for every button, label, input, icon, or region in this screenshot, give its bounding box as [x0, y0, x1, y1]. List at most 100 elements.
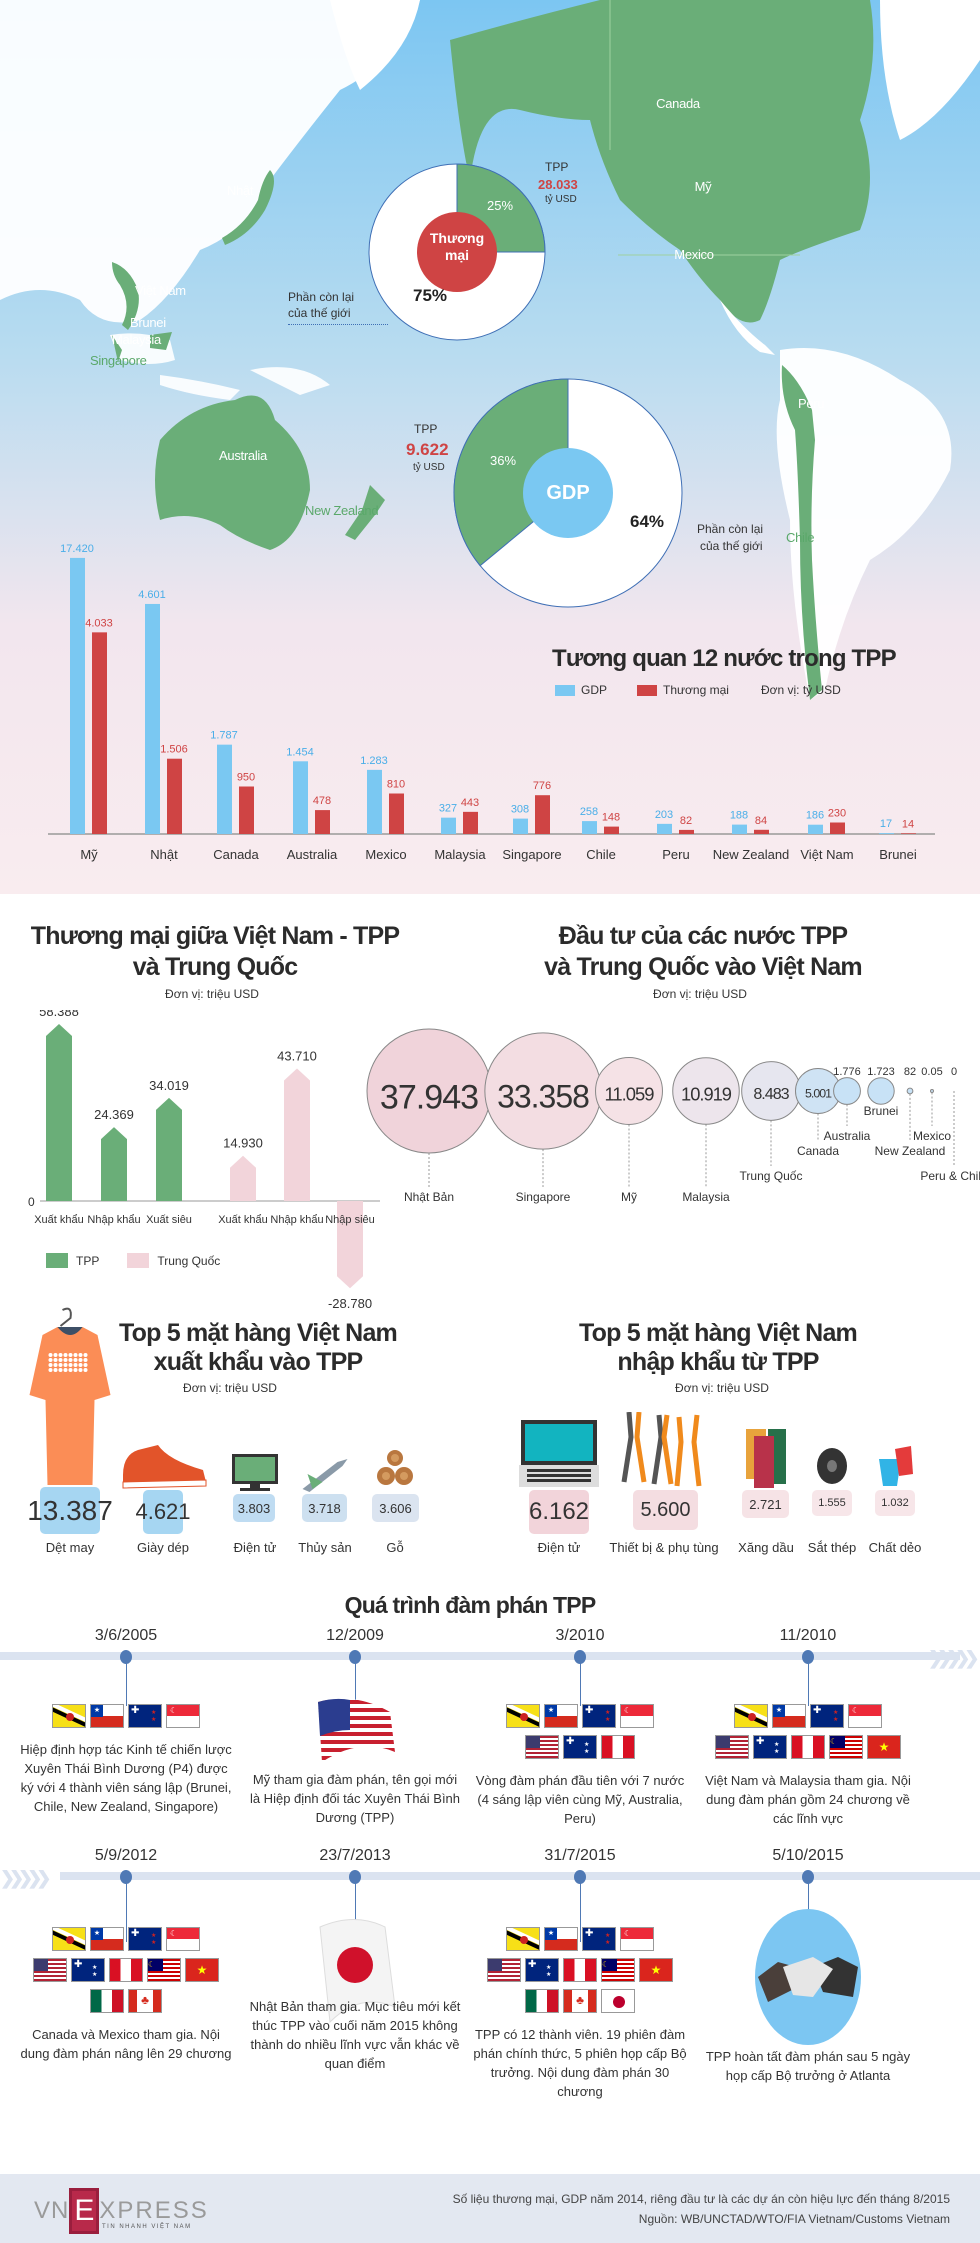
indonesia-islands	[160, 367, 330, 400]
bubble	[867, 1077, 895, 1105]
flag-row: ✚ ★ ★ ☾ ★	[487, 1958, 673, 1982]
flag-bn-icon	[506, 1704, 540, 1728]
trade-bar-chart: 0 58.388 Xuất khẩu 24.369 Nhập khẩu 34.019 Xuấ…	[28, 1010, 380, 1311]
bar-value-label: 230	[828, 808, 846, 820]
footer: VN E XPRESS TIN NHANH VIỆT NAM Số liệu t…	[0, 2174, 980, 2243]
flag-bn-icon	[52, 1704, 86, 1728]
bar-value-label: 14	[902, 818, 914, 830]
country-label: Mỹ	[80, 847, 98, 862]
flag-jp-icon	[601, 1989, 635, 2013]
trade-donut	[368, 163, 546, 341]
country-label: Canada	[213, 847, 259, 862]
flag-row: ✚ ★ ★ ☾ ★	[33, 1958, 219, 1982]
trade-donut-center-label: Thương mại	[429, 230, 485, 263]
map-label-malaysia: Malaysia	[112, 332, 161, 347]
trade-rest-label-1: Phần còn lại	[288, 290, 355, 304]
exports-value: 13.387	[27, 1487, 113, 1534]
map-label-canada: Canada	[656, 96, 700, 111]
timeline-date: 5/9/2012	[94, 1847, 158, 1864]
bubble-value: 37.943	[380, 1078, 478, 1116]
exports-label: Giày dép	[136, 1540, 190, 1555]
flag-row: ★ ✚ ★ ★ ☾	[506, 1927, 654, 1951]
trade-tpp-pct: 25%	[487, 198, 514, 213]
bubble-value: 11.059	[605, 1083, 655, 1104]
steel-coil-icon	[815, 1444, 849, 1493]
legend-trade-label: Thương mại	[663, 683, 729, 697]
gdp-donut-tpp-slice	[453, 378, 569, 567]
legend-china-label: Trung Quốc	[157, 1253, 221, 1268]
bar-value-label: 1.283	[360, 755, 388, 767]
world-map	[0, 0, 980, 700]
trade-tpp-unit: tỷ USD	[545, 194, 577, 205]
bubble-label: Mexico	[913, 1129, 951, 1143]
bar-value-label: 84	[755, 815, 767, 827]
imports-value: 2.721	[742, 1490, 789, 1518]
central-america	[720, 300, 775, 355]
bar-trade	[535, 795, 550, 834]
exports-value: 3.606	[372, 1494, 419, 1522]
flag-cl-icon: ★	[544, 1927, 578, 1951]
bar-value-label: 186	[806, 810, 824, 822]
timeline-dot	[120, 1650, 132, 1664]
timeline-text: Nhật Bản tham gia. Mục tiêu mới kết thúc…	[249, 1999, 461, 2071]
imports-value: 1.032	[875, 1490, 915, 1516]
map-label-peru: Peru	[798, 396, 825, 411]
trade-bar-label: Nhập siêu	[325, 1214, 375, 1226]
timeline-connector	[580, 1882, 581, 1942]
timeline-connector	[126, 1882, 127, 1942]
trade-bar-value: 34.019	[149, 1078, 189, 1093]
trade-donut-center	[417, 212, 497, 292]
gdp-donut-center	[523, 448, 613, 538]
timeline-dot	[802, 1650, 814, 1664]
country-label: Singapore	[502, 847, 561, 862]
timeline-text: TPP có 12 thành viên. 19 phiên đàm phán …	[473, 2027, 687, 2099]
bar-value-label: 17.420	[60, 543, 94, 555]
bar-gdp	[217, 744, 232, 834]
flag-row: ✚ ★ ★	[525, 1735, 635, 1759]
legend-gdp-label: GDP	[581, 683, 608, 697]
flag-ca-icon: ♣	[128, 1989, 162, 2013]
bar-trade	[389, 793, 404, 834]
country-label: New Zealand	[713, 847, 790, 862]
bar-gdp	[808, 824, 823, 834]
bar-value-label: 1.454	[286, 746, 314, 758]
timeline-date: 31/7/2015	[544, 1847, 616, 1864]
exports-label: Dệt may	[45, 1540, 95, 1555]
imports-title-2: nhập khẩu từ TPP	[617, 1348, 819, 1376]
flag-cl-icon: ★	[90, 1704, 124, 1728]
trade-bar-label: Nhập khẩu	[270, 1214, 323, 1226]
bar-gdp	[513, 818, 528, 834]
legend-tpp-swatch	[46, 1253, 68, 1268]
flag-my-icon: ☾	[829, 1735, 863, 1759]
exports-value: 3.718	[302, 1494, 347, 1522]
bar-value-label: 258	[580, 806, 598, 818]
country-label: Peru	[662, 847, 689, 862]
bubble-value: 1.723	[867, 1066, 895, 1078]
flag-us-icon	[33, 1958, 67, 1982]
trade-bar-value: 24.369	[94, 1107, 134, 1122]
timeline-text: Vòng đàm phán đầu tiên với 7 nước (4 sán…	[475, 1773, 685, 1826]
timeline-date: 23/7/2013	[319, 1847, 391, 1864]
flag-sg-icon: ☾	[166, 1704, 200, 1728]
timeline-text: Canada và Mexico tham gia. Nội dung đàm …	[20, 2027, 232, 2061]
timeline-dot	[574, 1650, 586, 1664]
bar-value-label: 443	[461, 797, 479, 809]
exports-value: 4.621	[135, 1490, 191, 1534]
bubble-label: Trung Quốc	[740, 1169, 803, 1183]
flag-au-icon: ✚ ★ ★	[525, 1958, 559, 1982]
gdp-donut	[453, 378, 683, 608]
timeline-line-2	[60, 1872, 980, 1880]
jp-flag-wave-icon	[310, 1907, 400, 2024]
country-label: Australia	[287, 847, 338, 862]
map-label-singapore: Singapore	[90, 353, 147, 368]
flag-au-icon: ✚ ★ ★	[563, 1735, 597, 1759]
flag-vn-icon: ★	[185, 1958, 219, 1982]
bar-value-label: 950	[237, 772, 255, 784]
bubble-value: 1.776	[833, 1066, 861, 1078]
flag-row: ♣	[525, 1989, 635, 2013]
bar-trade	[167, 758, 182, 834]
flag-sg-icon: ☾	[620, 1704, 654, 1728]
flag-my-icon: ☾	[147, 1958, 181, 1982]
imports-value: 5.600	[633, 1490, 698, 1530]
flag-pe-icon	[109, 1958, 143, 1982]
